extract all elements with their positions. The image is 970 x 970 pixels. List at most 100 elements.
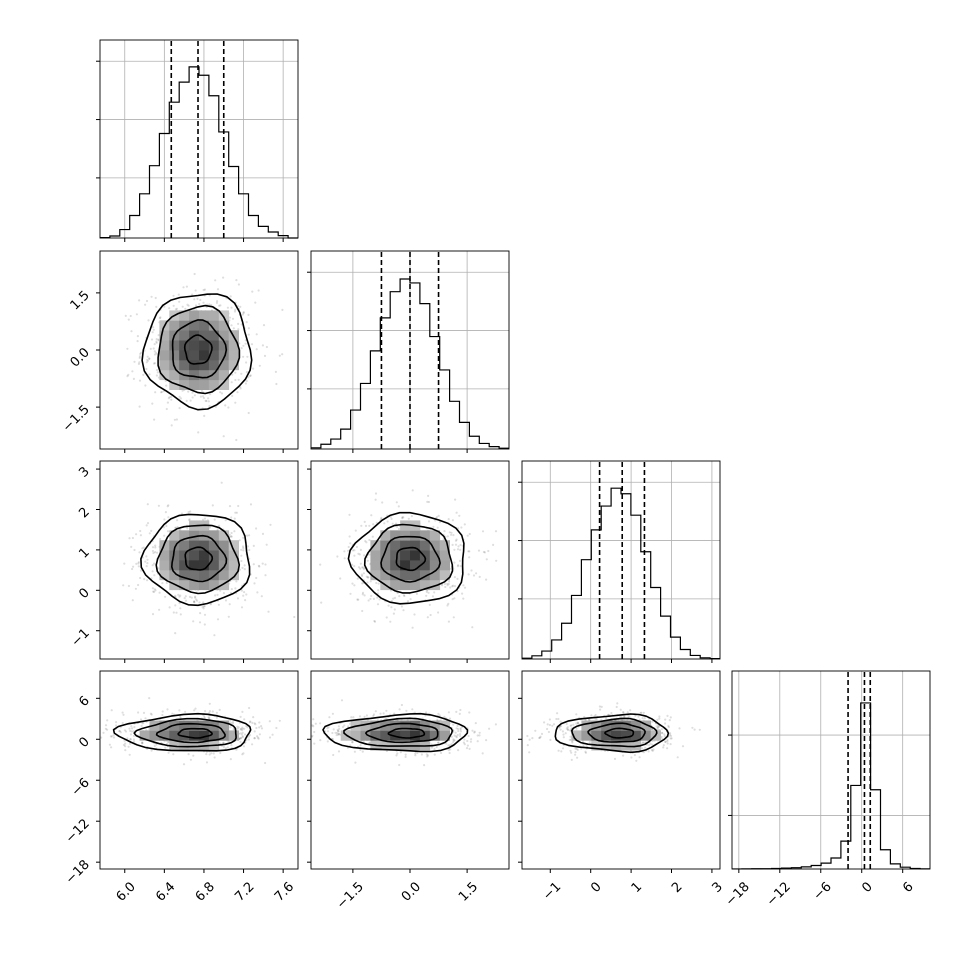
density-cell (189, 579, 200, 591)
density-cell (380, 550, 391, 561)
density-cell (179, 569, 190, 581)
scatter-point (246, 545, 249, 548)
scatter-point (248, 734, 252, 737)
density-cell (400, 720, 411, 731)
scatter-point (622, 710, 625, 714)
scatter-point (187, 510, 190, 514)
x-tick-label: 7.6 (272, 879, 297, 904)
scatter-point (162, 526, 166, 529)
scatter-point (126, 737, 129, 740)
scatter-point (178, 395, 181, 398)
density-cell (429, 579, 441, 591)
scatter-point (328, 716, 331, 719)
scatter-point (178, 709, 181, 712)
density-cell (169, 369, 180, 381)
scatter-point (651, 743, 654, 746)
scatter-point (382, 712, 385, 715)
scatter-point (241, 566, 244, 570)
scatter-point (576, 756, 579, 759)
density-cell (199, 330, 210, 341)
scatter-point (127, 584, 130, 588)
density-cell (419, 560, 431, 571)
scatter-point (158, 608, 161, 611)
scatter-point (446, 604, 449, 607)
scatter-point (157, 504, 160, 507)
scatter-point (203, 414, 206, 417)
scatter-point (258, 726, 261, 729)
scatter-point (264, 761, 267, 765)
density-cell (169, 569, 180, 581)
density-cell (218, 369, 230, 381)
scatter-point (151, 546, 155, 549)
scatter-point (426, 616, 429, 619)
scatter-point (647, 750, 650, 753)
scatter-point (300, 737, 302, 739)
scatter-point (547, 730, 551, 734)
density-cell (208, 330, 220, 341)
density-cell (139, 730, 150, 741)
density-cell (218, 359, 230, 371)
scatter-point (656, 718, 659, 722)
x-tick-label: −6 (811, 879, 835, 903)
scatter-point (248, 534, 251, 537)
scatter-point (678, 727, 681, 730)
scatter-point (427, 494, 430, 497)
scatter-point (546, 723, 549, 726)
density-cell (189, 340, 200, 351)
scatter-point (218, 304, 221, 307)
scatter-point (460, 526, 463, 529)
scatter-point (159, 391, 163, 394)
scatter-point (376, 596, 379, 599)
scatter-point (184, 599, 188, 602)
scatter-point (243, 568, 246, 571)
scatter-point (478, 575, 481, 579)
contour-line (343, 717, 454, 747)
scatter-point (129, 733, 133, 736)
scatter-point (590, 714, 593, 717)
scatter-point (478, 731, 481, 734)
scatter-point (203, 517, 207, 520)
scatter-point (383, 522, 386, 525)
scatter-point (398, 763, 401, 767)
scatter-point (410, 515, 413, 518)
x-tick-label: 1 (629, 879, 645, 895)
scatter-point (215, 711, 218, 714)
scatter-point (251, 743, 254, 746)
scatter-point (155, 368, 159, 372)
scatter-point (312, 718, 315, 721)
scatter-point (363, 520, 366, 524)
scatter-point (213, 634, 216, 637)
scatter-point (264, 574, 267, 577)
scatter-point (242, 355, 245, 358)
scatter-point (253, 722, 256, 725)
scatter-point (118, 730, 121, 733)
scatter-point (666, 714, 669, 718)
scatter-point (124, 745, 127, 748)
scatter-point (126, 375, 129, 378)
scatter-point (454, 539, 458, 542)
scatter-point (488, 727, 491, 730)
density-cell (169, 540, 180, 551)
density-panel-3-4 (521, 670, 721, 870)
scatter-point (226, 746, 229, 749)
scatter-point (166, 505, 169, 508)
panel-frame (521, 460, 721, 660)
scatter-point (483, 551, 486, 554)
density-cell (189, 730, 200, 741)
scatter-point (133, 740, 136, 743)
scatter-point (240, 554, 243, 557)
scatter-point (326, 727, 329, 730)
density-cell (228, 560, 239, 571)
scatter-point (450, 735, 453, 738)
scatter-point (435, 745, 438, 749)
scatter-point (443, 530, 446, 533)
scatter-point (231, 317, 235, 320)
density-cell (159, 340, 170, 351)
scatter-point (658, 717, 661, 720)
scatter-point (357, 552, 360, 555)
scatter-point (193, 394, 196, 397)
density-cell (218, 560, 230, 571)
scatter-point (458, 712, 461, 716)
scatter-point (670, 737, 673, 740)
density-cell (410, 530, 421, 541)
